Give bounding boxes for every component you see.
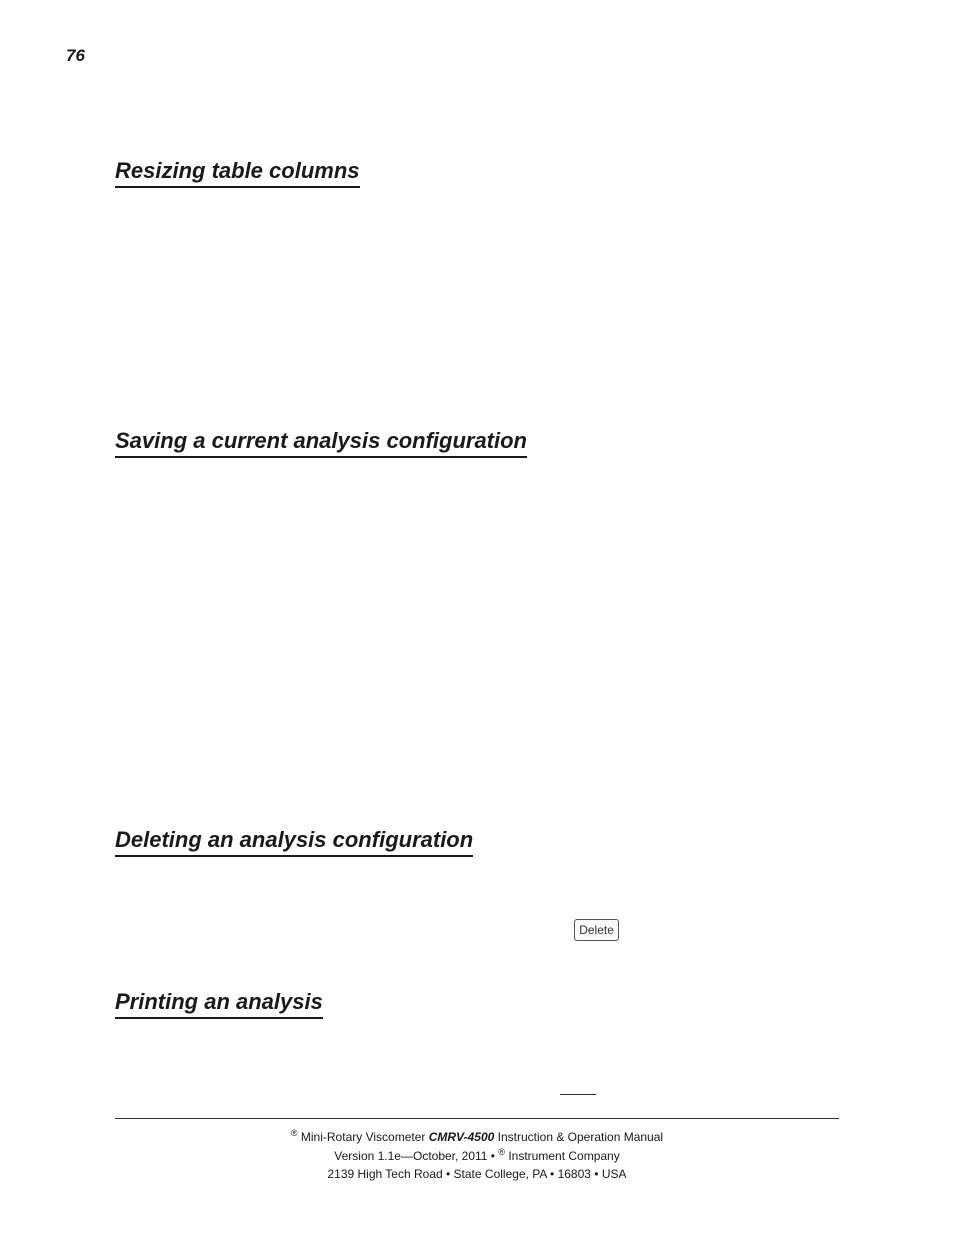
body-deleting: placeholder text that leads up to the de… [115,875,839,941]
footer-line-1: ® Mini-Rotary Viscometer CMRV-4500 Instr… [115,1127,839,1146]
footer-line2-prefix: Version 1.1e—October, 2011 • [334,1149,498,1163]
section-printing: Printing an analysis placeholder text th… [115,989,839,1124]
section-saving: Saving a current analysis configuration [115,428,839,780]
footer-model: CMRV-4500 [429,1130,495,1144]
heading-resizing: Resizing table columns [115,158,360,188]
section-resizing: Resizing table columns [115,158,839,380]
delete-button[interactable]: Delete [574,919,619,942]
body-printing: placeholder text that leads up to an und… [115,1037,839,1124]
footer-line1-prefix: Mini-Rotary Viscometer [298,1130,429,1144]
heading-saving: Saving a current analysis configuration [115,428,527,458]
page-footer: ® Mini-Rotary Viscometer CMRV-4500 Instr… [115,1118,839,1183]
reg-mark-icon: ® [498,1147,505,1157]
document-page: 76 Resizing table columns Saving a curre… [0,0,954,1235]
footer-line-3: 2139 High Tech Road • State College, PA … [115,1165,839,1183]
section-deleting: Deleting an analysis configuration place… [115,827,839,941]
footer-line2-suffix: Instrument Company [505,1149,620,1163]
blank-underline [560,1085,596,1095]
page-number: 76 [66,46,85,66]
footer-line1-suffix: Instruction & Operation Manual [494,1130,663,1144]
heading-printing: Printing an analysis [115,989,323,1019]
footer-line-2: Version 1.1e—October, 2011 • ® Instrumen… [115,1146,839,1165]
heading-deleting: Deleting an analysis configuration [115,827,473,857]
reg-mark-icon: ® [291,1128,298,1138]
